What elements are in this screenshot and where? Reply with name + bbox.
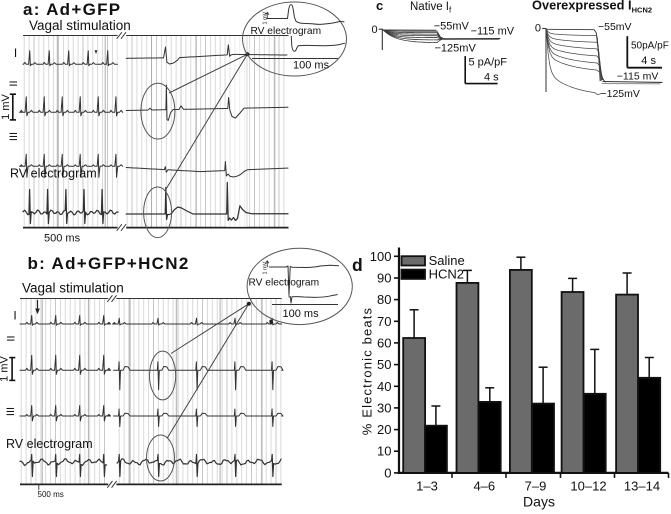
svg-text:500 ms: 500 ms xyxy=(38,490,64,499)
svg-text:0: 0 xyxy=(384,465,391,480)
svg-text:HCN2: HCN2 xyxy=(429,266,464,281)
svg-text:II: II xyxy=(6,335,18,341)
svg-text:4 s: 4 s xyxy=(641,55,656,67)
svg-text:−115 mV: −115 mV xyxy=(471,26,515,38)
svg-text:100 ms: 100 ms xyxy=(293,60,330,72)
svg-text:I: I xyxy=(14,46,17,60)
svg-text:Saline: Saline xyxy=(429,253,465,268)
svg-text:RV electrogram: RV electrogram xyxy=(249,278,320,289)
svg-text:4 s: 4 s xyxy=(484,72,499,84)
svg-text:7–9: 7–9 xyxy=(525,479,547,494)
svg-text:−125mV: −125mV xyxy=(435,43,477,55)
svg-text:Days: Days xyxy=(523,494,555,510)
svg-text:13–14: 13–14 xyxy=(624,479,660,494)
svg-text:I: I xyxy=(13,309,16,323)
svg-text:80: 80 xyxy=(377,292,391,307)
svg-text:% Electronic beats: % Electronic beats xyxy=(360,307,375,435)
svg-text:RV electrogram: RV electrogram xyxy=(10,167,97,181)
svg-text:b: Ad+GFP+HCN2: b: Ad+GFP+HCN2 xyxy=(28,254,190,273)
svg-text:RV electrogram: RV electrogram xyxy=(251,26,322,37)
svg-text:0: 0 xyxy=(371,24,377,36)
svg-text:1–3: 1–3 xyxy=(416,479,438,494)
svg-text:1 mV: 1 mV xyxy=(263,261,269,274)
svg-text:II: II xyxy=(8,80,20,86)
svg-text:1 mV: 1 mV xyxy=(0,356,11,382)
svg-text:0: 0 xyxy=(535,23,541,35)
svg-text:RV electrogram: RV electrogram xyxy=(6,437,93,451)
svg-text:4–6: 4–6 xyxy=(473,479,495,494)
svg-text:1 mV: 1 mV xyxy=(263,11,269,24)
svg-text:70: 70 xyxy=(377,314,391,329)
svg-text:100 ms: 100 ms xyxy=(283,308,320,320)
svg-text:c: c xyxy=(376,0,383,13)
svg-text:Vagal stimulation: Vagal stimulation xyxy=(29,18,131,33)
svg-text:d: d xyxy=(352,255,363,275)
svg-text:50pA/pF: 50pA/pF xyxy=(631,41,669,52)
svg-text:5 pA/pF: 5 pA/pF xyxy=(469,57,508,69)
svg-text:10: 10 xyxy=(377,444,391,459)
svg-text:100: 100 xyxy=(370,249,392,264)
svg-text:10–12: 10–12 xyxy=(570,479,606,494)
svg-text:−55mV: −55mV xyxy=(598,21,632,33)
svg-text:III: III xyxy=(8,132,20,141)
svg-text:−55mV: −55mV xyxy=(434,21,470,33)
svg-text:60: 60 xyxy=(377,335,391,350)
svg-text:Overexpressed IHCN2: Overexpressed IHCN2 xyxy=(532,0,652,15)
svg-text:III: III xyxy=(5,407,17,416)
svg-text:30: 30 xyxy=(377,400,391,415)
svg-text:500 ms: 500 ms xyxy=(44,233,81,245)
svg-text:50: 50 xyxy=(377,357,391,372)
svg-text:40: 40 xyxy=(377,379,391,394)
svg-text:90: 90 xyxy=(377,271,391,286)
svg-text:a: Ad+GFP: a: Ad+GFP xyxy=(23,0,121,19)
svg-text:20: 20 xyxy=(377,422,391,437)
svg-text:−115 mV: −115 mV xyxy=(617,71,659,83)
svg-text:Native If: Native If xyxy=(410,1,452,15)
svg-text:−125mV: −125mV xyxy=(601,88,640,100)
svg-text:1 mV: 1 mV xyxy=(0,94,12,120)
svg-text:Vagal stimulation: Vagal stimulation xyxy=(22,281,124,296)
